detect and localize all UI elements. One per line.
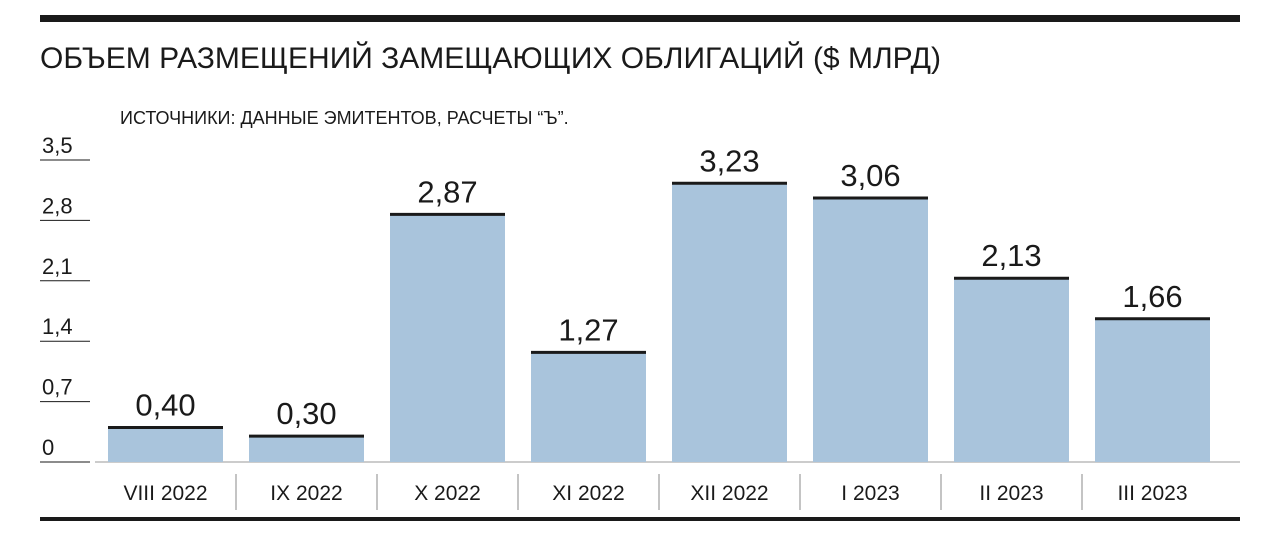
y-tick-label: 2,1 [42, 254, 73, 279]
bar [531, 352, 646, 462]
y-tick-label: 2,8 [42, 193, 73, 218]
top-rule [40, 15, 1240, 22]
value-label: 3,23 [699, 143, 759, 178]
bar [249, 436, 364, 462]
x-tick-label: XII 2022 [690, 482, 768, 505]
x-tick-label: III 2023 [1117, 482, 1187, 505]
value-label: 3,06 [840, 158, 900, 193]
y-tick-label: 0 [42, 435, 54, 460]
value-label: 2,87 [417, 174, 477, 209]
value-label: 0,40 [135, 387, 195, 422]
bar [108, 427, 223, 462]
x-tick-label: XI 2022 [552, 482, 624, 505]
chart-title: ОБЪЕМ РАЗМЕЩЕНИЙ ЗАМЕЩАЮЩИХ ОБЛИГАЦИЙ ($… [40, 41, 941, 75]
value-label: 0,30 [276, 396, 336, 431]
value-label: 1,27 [558, 312, 618, 347]
bar [390, 214, 505, 462]
value-label: 2,13 [981, 238, 1041, 273]
y-tick-label: 1,4 [42, 314, 73, 339]
x-tick-label: IX 2022 [270, 482, 342, 505]
x-tick-label: VIII 2022 [123, 482, 207, 505]
chart-subtitle: ИСТОЧНИКИ: ДАННЫЕ ЭМИТЕНТОВ, РАСЧЕТЫ “Ъ”… [120, 108, 569, 128]
bar [813, 197, 928, 463]
value-label: 1,66 [1122, 279, 1182, 314]
bar [954, 278, 1069, 462]
x-tick-label: II 2023 [979, 482, 1043, 505]
y-tick-label: 0,7 [42, 375, 73, 400]
bar [1095, 318, 1210, 462]
x-tick-label: I 2023 [841, 482, 899, 505]
x-tick-label: X 2022 [414, 482, 481, 505]
y-tick-label: 3,5 [42, 133, 73, 158]
bar [672, 183, 787, 462]
bottom-rule [40, 517, 1240, 521]
